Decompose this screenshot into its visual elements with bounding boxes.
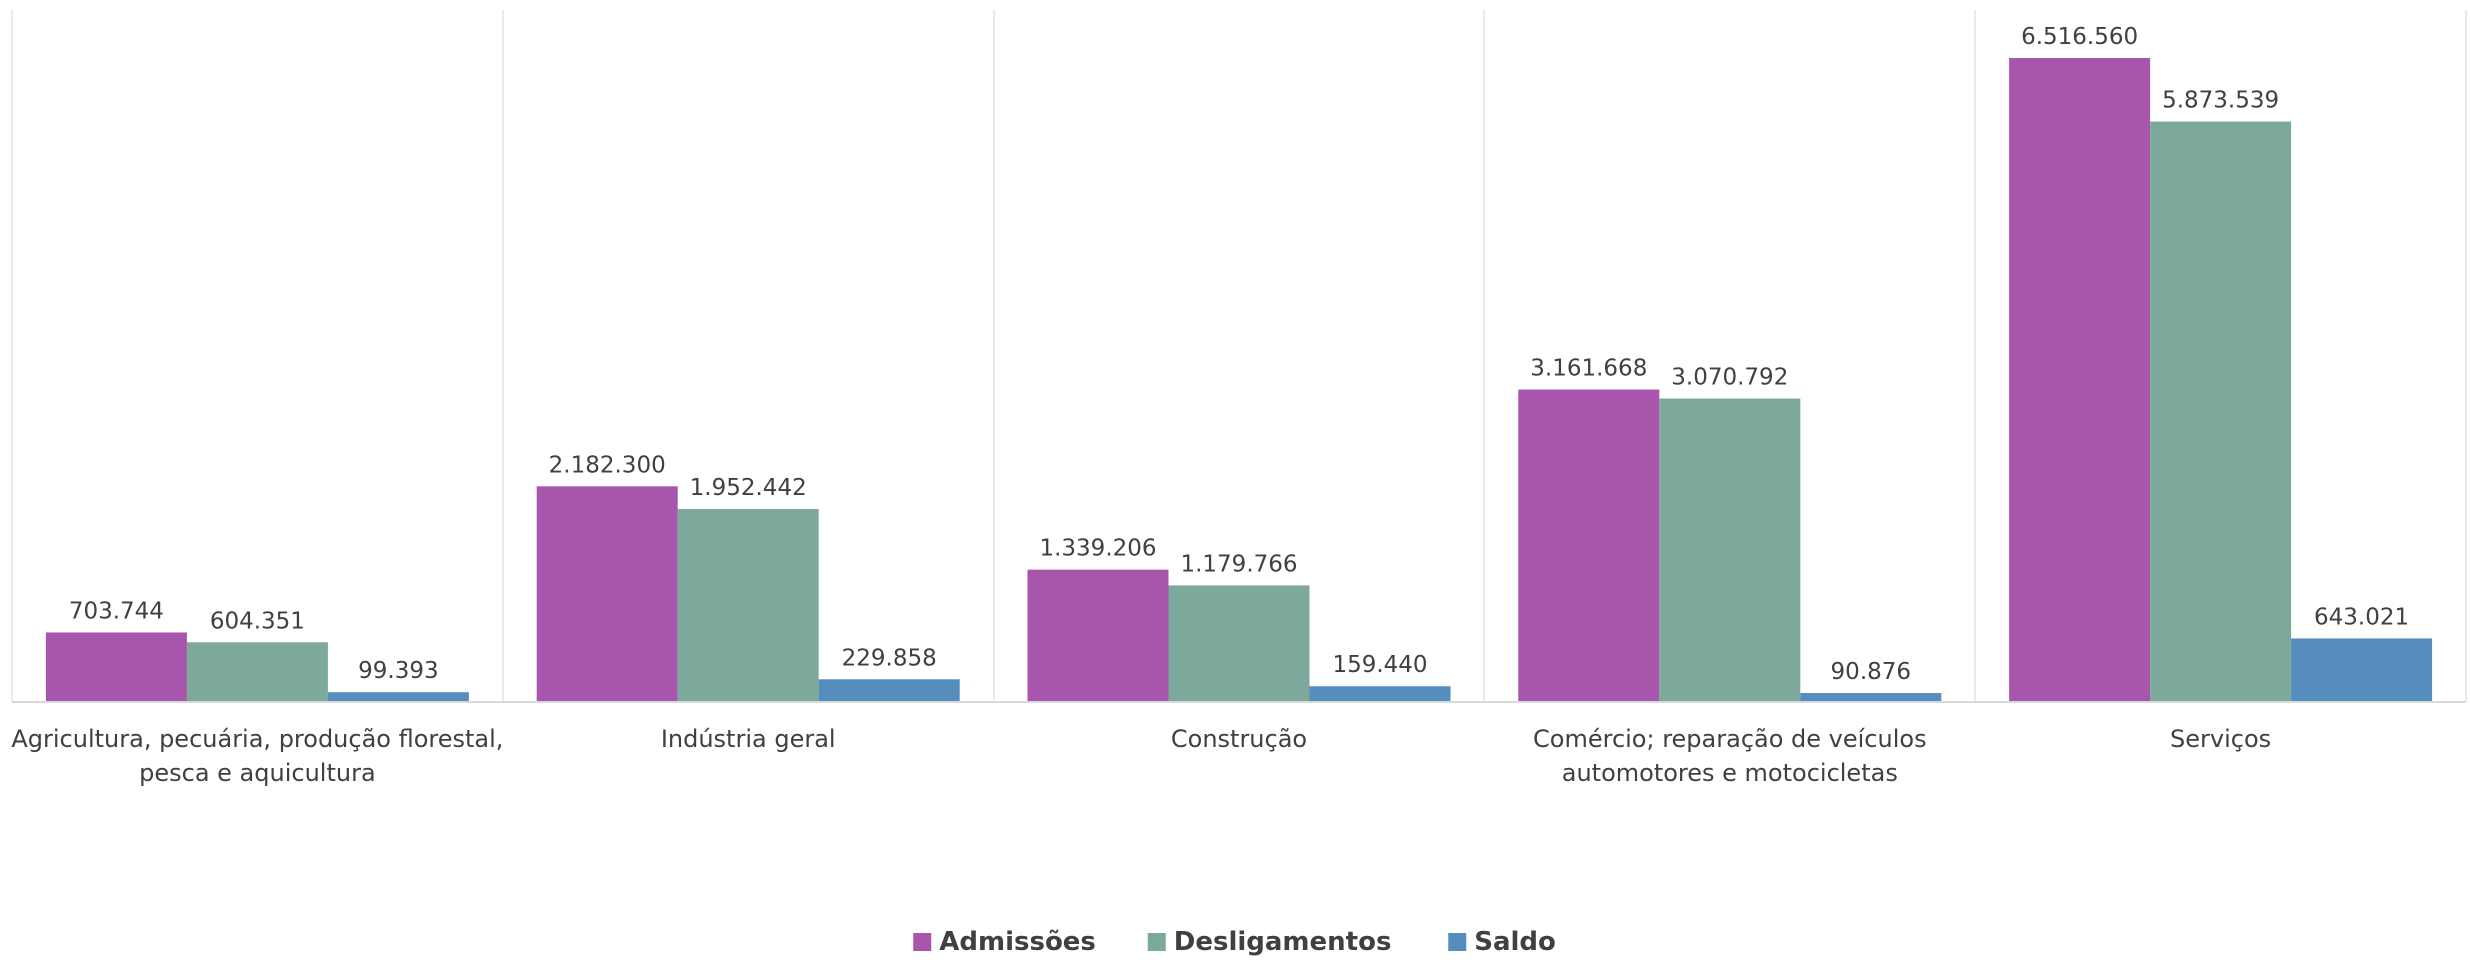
bar-desligamentos <box>1659 398 1801 702</box>
data-label: 2.182.300 <box>549 452 666 478</box>
bar-admissões <box>2009 58 2151 702</box>
category-label: Serviços <box>2170 725 2271 753</box>
category-label: Comércio; reparação de veículos <box>1533 725 1927 753</box>
category-label: pesca e aquicultura <box>139 759 376 787</box>
category-label: Agricultura, pecuária, produção floresta… <box>11 725 503 753</box>
data-label: 3.070.792 <box>1671 365 1788 391</box>
legend-label-saldo: Saldo <box>1474 927 1556 957</box>
category-label: automotores e motocicletas <box>1562 759 1898 787</box>
category-separators <box>11 10 2467 702</box>
bar-desligamentos <box>1168 585 1310 702</box>
data-label: 703.744 <box>69 598 164 624</box>
category-labels-group: Agricultura, pecuária, produção floresta… <box>11 725 2271 787</box>
legend-swatch-desligamentos <box>1147 933 1166 951</box>
data-label: 5.873.539 <box>2162 88 2279 114</box>
bar-admissões <box>536 486 678 702</box>
bar-saldo <box>327 692 469 702</box>
bar-desligamentos <box>2150 121 2292 703</box>
legend-label-admissões: Admissões <box>939 927 1096 957</box>
data-label: 3.161.668 <box>1530 356 1647 382</box>
data-label: 643.021 <box>2314 604 2409 630</box>
data-labels-group: 703.744 604.351 99.393 2.182.300 1.952.442 22… <box>69 24 2409 685</box>
data-label: 6.516.560 <box>2021 24 2138 50</box>
data-label: 604.351 <box>210 608 305 634</box>
bar-saldo <box>2291 638 2433 702</box>
data-label: 90.876 <box>1831 659 1911 685</box>
bar-admissões <box>45 632 187 702</box>
legend-swatch-saldo <box>1448 933 1467 951</box>
bar-saldo <box>1800 693 1942 702</box>
data-label: 1.339.206 <box>1039 536 1156 562</box>
legend-label-desligamentos: Desligamentos <box>1174 927 1392 957</box>
data-label: 1.952.442 <box>690 475 807 501</box>
category-label: Indústria geral <box>661 725 836 753</box>
bar-saldo <box>818 679 960 702</box>
data-label: 159.440 <box>1332 652 1427 678</box>
legend-swatch-admissões <box>913 933 932 951</box>
bar-saldo <box>1309 686 1451 702</box>
legend: Admissões Desligamentos Saldo <box>913 927 1556 957</box>
data-label: 229.858 <box>842 645 937 671</box>
category-label: Construção <box>1171 725 1307 753</box>
bar-desligamentos <box>186 642 328 702</box>
bars-group <box>45 58 2433 703</box>
bar-admissões <box>1518 389 1660 702</box>
data-label: 1.179.766 <box>1180 551 1297 577</box>
bar-admissões <box>1027 569 1169 702</box>
data-label: 99.393 <box>358 658 438 684</box>
bar-desligamentos <box>677 509 819 702</box>
